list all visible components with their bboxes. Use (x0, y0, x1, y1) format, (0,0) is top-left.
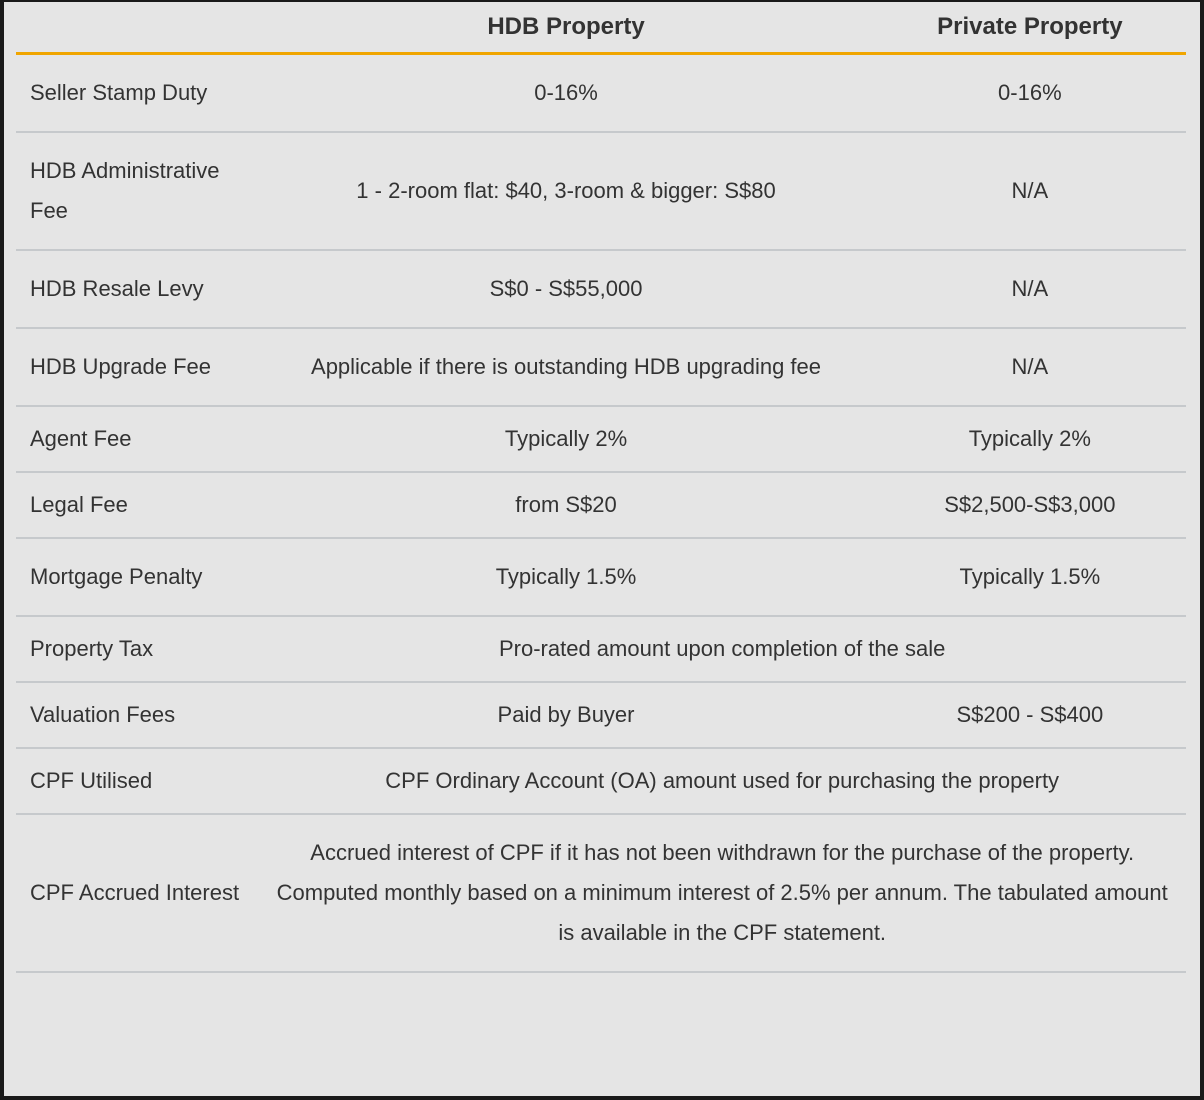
row-label: CPF Utilised (16, 748, 259, 815)
private-value: S$200 - S$400 (873, 682, 1186, 749)
row-label: Valuation Fees (16, 682, 259, 749)
shared-value: Pro-rated amount upon completion of the … (258, 616, 1186, 683)
table-row: HDB Administrative Fee 1 - 2-room flat: … (16, 132, 1186, 251)
table-row: HDB Resale Levy S$0 - S$55,000 N/A (16, 250, 1186, 329)
hdb-value: from S$20 (258, 472, 874, 539)
row-label: Legal Fee (16, 472, 259, 539)
table-row: HDB Upgrade Fee Applicable if there is o… (16, 328, 1186, 407)
hdb-value: Typically 2% (258, 406, 874, 473)
private-value: N/A (873, 328, 1186, 407)
table-row: CPF Accrued Interest Accrued interest of… (16, 814, 1186, 973)
hdb-value: 1 - 2-room flat: $40, 3-room & bigger: S… (258, 132, 874, 251)
hdb-value: S$0 - S$55,000 (258, 250, 874, 329)
row-label: HDB Resale Levy (16, 250, 259, 329)
page-sheet: HDB Property Private Property Seller Sta… (4, 2, 1200, 1096)
header-empty (16, 2, 259, 55)
table-row: CPF Utilised CPF Ordinary Account (OA) a… (16, 748, 1186, 815)
hdb-value: 0-16% (258, 53, 874, 133)
private-value: N/A (873, 132, 1186, 251)
hdb-value: Applicable if there is outstanding HDB u… (258, 328, 874, 407)
table-row: Valuation Fees Paid by Buyer S$200 - S$4… (16, 682, 1186, 749)
shared-value: Accrued interest of CPF if it has not be… (258, 814, 1186, 973)
private-value: N/A (873, 250, 1186, 329)
row-label: Agent Fee (16, 406, 259, 473)
private-value: Typically 2% (873, 406, 1186, 473)
shared-value: CPF Ordinary Account (OA) amount used fo… (258, 748, 1186, 815)
table-row: Legal Fee from S$20 S$2,500-S$3,000 (16, 472, 1186, 539)
header-hdb-property: HDB Property (258, 2, 874, 55)
hdb-value: Typically 1.5% (258, 538, 874, 617)
table-row: Agent Fee Typically 2% Typically 2% (16, 406, 1186, 473)
row-label: Seller Stamp Duty (16, 53, 259, 133)
header-private-property: Private Property (873, 2, 1186, 55)
private-value: 0-16% (873, 53, 1186, 133)
table-row: Property Tax Pro-rated amount upon compl… (16, 616, 1186, 683)
row-label: Mortgage Penalty (16, 538, 259, 617)
row-label: HDB Upgrade Fee (16, 328, 259, 407)
table-row: Mortgage Penalty Typically 1.5% Typicall… (16, 538, 1186, 617)
fees-comparison-table: HDB Property Private Property Seller Sta… (16, 2, 1186, 973)
header-row: HDB Property Private Property (16, 2, 1186, 55)
private-value: S$2,500-S$3,000 (873, 472, 1186, 539)
private-value: Typically 1.5% (873, 538, 1186, 617)
row-label: HDB Administrative Fee (16, 132, 259, 251)
row-label: CPF Accrued Interest (16, 814, 259, 973)
row-label: Property Tax (16, 616, 259, 683)
hdb-value: Paid by Buyer (258, 682, 874, 749)
table-row: Seller Stamp Duty 0-16% 0-16% (16, 53, 1186, 133)
